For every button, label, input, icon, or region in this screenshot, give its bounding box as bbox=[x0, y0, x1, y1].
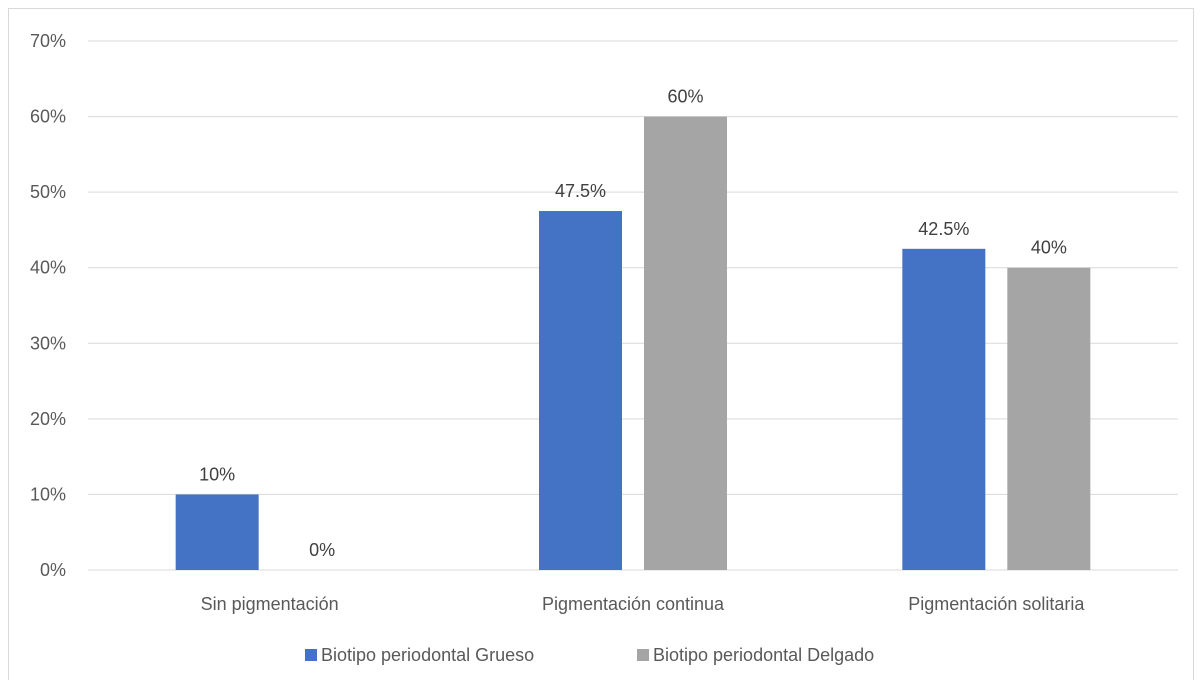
x-tick-label: Pigmentación continua bbox=[542, 594, 725, 614]
bar-delgado bbox=[1007, 267, 1091, 570]
x-tick-label: Pigmentación solitaria bbox=[908, 594, 1085, 614]
y-tick-label: 40% bbox=[30, 258, 66, 278]
x-tick-label: Sin pigmentación bbox=[201, 594, 339, 614]
data-labels: 10% 0% 47.5% 60% 42.5% 40% bbox=[199, 87, 1067, 560]
legend: Biotipo periodontal Grueso Biotipo period… bbox=[305, 645, 874, 665]
data-label: 10% bbox=[199, 464, 235, 484]
legend-label: Biotipo periodontal Grueso bbox=[321, 645, 534, 665]
bar-grueso bbox=[902, 248, 986, 571]
bars bbox=[175, 116, 1091, 571]
y-tick-label: 50% bbox=[30, 182, 66, 202]
legend-label: Biotipo periodontal Delgado bbox=[653, 645, 874, 665]
chart-frame bbox=[8, 8, 1194, 680]
bar-grueso bbox=[175, 494, 259, 570]
legend-swatch bbox=[305, 649, 317, 661]
data-label: 42.5% bbox=[918, 219, 969, 239]
y-axis-tick-labels: 0% 10% 20% 30% 40% 50% 60% 70% bbox=[30, 31, 66, 580]
bar-delgado bbox=[644, 116, 727, 571]
y-tick-label: 10% bbox=[30, 484, 66, 504]
x-axis-tick-labels: Sin pigmentación Pigmentación continua Pig… bbox=[201, 594, 1086, 614]
y-tick-label: 60% bbox=[30, 107, 66, 127]
y-tick-label: 30% bbox=[30, 333, 66, 353]
y-tick-label: 0% bbox=[40, 560, 66, 580]
data-label: 0% bbox=[309, 540, 335, 560]
y-tick-label: 20% bbox=[30, 409, 66, 429]
data-label: 40% bbox=[1031, 238, 1067, 258]
gridlines bbox=[88, 40, 1178, 571]
data-label: 47.5% bbox=[555, 181, 606, 201]
y-tick-label: 70% bbox=[30, 31, 66, 51]
data-label: 60% bbox=[667, 87, 703, 107]
bar-grueso bbox=[539, 211, 622, 571]
legend-swatch bbox=[637, 649, 649, 661]
